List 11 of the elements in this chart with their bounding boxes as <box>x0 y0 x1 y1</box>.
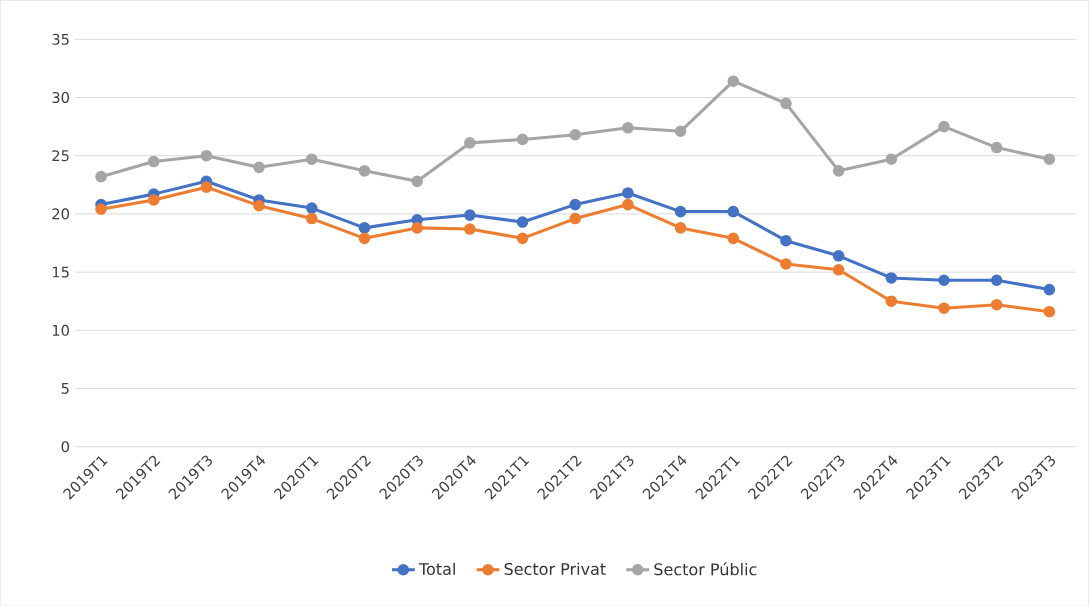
y-tick-label: 30 <box>52 91 69 103</box>
y-tick-label: 10 <box>52 324 69 336</box>
y-tick-label: 35 <box>52 33 69 45</box>
y-tick-label: 5 <box>61 382 69 394</box>
y-tick-label: 0 <box>61 440 69 453</box>
legend-label: Total <box>418 562 455 575</box>
y-tick-label: 25 <box>52 149 69 162</box>
legend-label: Sector Públic <box>654 562 757 576</box>
y-tick-label: 20 <box>52 208 69 220</box>
legend-label: Sector Privat <box>504 562 606 575</box>
y-tick-label: 15 <box>52 266 69 278</box>
